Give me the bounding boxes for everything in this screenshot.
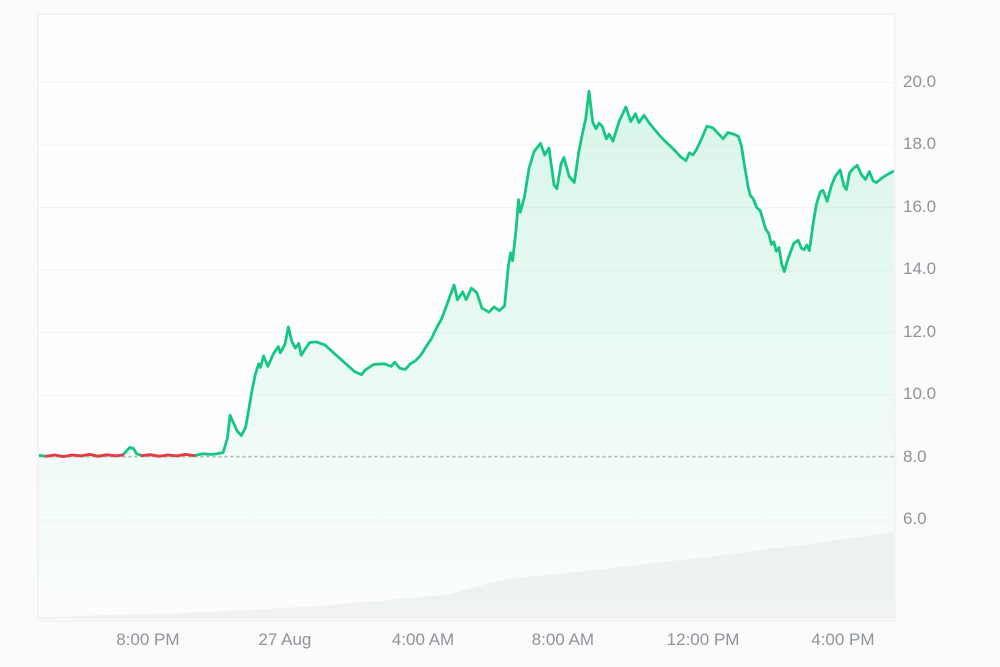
y-axis-label: 10.0 xyxy=(903,384,937,403)
price-chart-plot-area[interactable] xyxy=(39,15,894,620)
x-axis-label: 8:00 PM xyxy=(116,630,180,649)
x-axis-label: 8:00 AM xyxy=(531,630,595,649)
price-line xyxy=(39,89,894,458)
y-axis-label: 18.0 xyxy=(903,134,937,153)
y-axis-label: 16.0 xyxy=(903,196,937,216)
price-line-down-segment xyxy=(44,453,125,458)
y-axis-label: 14.0 xyxy=(903,259,937,278)
price-line-down-segment xyxy=(140,453,196,458)
y-axis-label: 20.0 xyxy=(903,71,937,91)
y-axis-label: 12.0 xyxy=(903,321,937,341)
x-axis-label: 4:00 PM xyxy=(811,630,875,649)
x-axis-label: 12:00 PM xyxy=(666,630,740,649)
x-axis-label: 27 Aug xyxy=(258,630,312,649)
price-chart-card xyxy=(38,14,895,621)
price-area-fill xyxy=(39,91,894,620)
y-axis-label: 8.0 xyxy=(903,446,927,466)
y-axis-label: 6.0 xyxy=(903,509,927,528)
x-axis-label: 4:00 AM xyxy=(391,630,455,649)
